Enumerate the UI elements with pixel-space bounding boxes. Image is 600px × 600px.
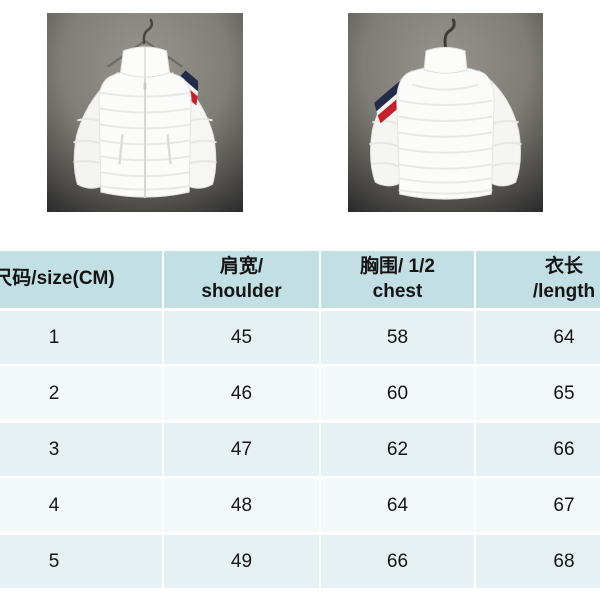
table-row: 4 48 64 67 (0, 479, 600, 532)
chest-cell: 66 (321, 535, 474, 588)
sleeve-quilt-seams (369, 119, 522, 168)
header-length: 衣长 /length (476, 251, 600, 308)
chest-cell: 64 (321, 479, 474, 532)
size-table-header-row: 尺码/size(CM) 肩宽/ shoulder 胸围/ 1/2 chest 衣… (0, 251, 600, 308)
chest-cell: 60 (321, 367, 474, 420)
table-row: 2 46 60 65 (0, 367, 600, 420)
shoulder-cell: 46 (164, 367, 319, 420)
size-cell: 4 (0, 479, 162, 532)
table-row: 1 45 58 64 (0, 311, 600, 364)
chest-cell: 58 (321, 311, 474, 364)
jacket-back-body (396, 65, 495, 200)
body-quilt-seams (398, 99, 493, 195)
hanger-hook (142, 18, 154, 45)
chest-cell: 62 (321, 423, 474, 476)
header-chest-en: chest (372, 280, 423, 302)
size-cell: 2 (0, 367, 162, 420)
sleeve-quilt-seams (73, 117, 217, 166)
shoulder-cell: 49 (164, 535, 319, 588)
size-cell: 1 (0, 311, 162, 364)
size-table: 尺码/size(CM) 肩宽/ shoulder 胸围/ 1/2 chest 衣… (0, 248, 600, 591)
header-length-en: /length (532, 280, 596, 302)
header-size: 尺码/size(CM) (0, 251, 162, 308)
length-cell: 65 (476, 367, 600, 420)
length-cell: 64 (476, 311, 600, 364)
shoulder-cell: 47 (164, 423, 319, 476)
header-shoulder-zh: 肩宽/ (219, 256, 264, 278)
table-row: 5 49 66 68 (0, 535, 600, 588)
hanger-hook (443, 18, 456, 49)
header-chest-zh: 胸围/ 1/2 (360, 256, 435, 278)
shoulder-cell: 48 (164, 479, 319, 532)
yoke-seam (412, 83, 479, 91)
jacket-back-photo (348, 13, 543, 212)
length-cell: 68 (476, 535, 600, 588)
shoulder-cell: 45 (164, 311, 319, 364)
table-row: 3 47 62 66 (0, 423, 600, 476)
jacket-front-photo (47, 13, 243, 212)
header-chest: 胸围/ 1/2 chest (321, 251, 474, 308)
header-size-label: 尺码/size(CM) (0, 268, 115, 290)
header-shoulder: 肩宽/ shoulder (164, 251, 319, 308)
pockets (118, 134, 172, 165)
header-length-zh: 衣长 (544, 256, 583, 278)
size-cell: 3 (0, 423, 162, 476)
length-cell: 67 (476, 479, 600, 532)
length-cell: 66 (476, 423, 600, 476)
size-cell: 5 (0, 535, 162, 588)
jacket-front-illustration (47, 13, 243, 212)
jacket-back-illustration (348, 13, 543, 212)
header-shoulder-en: shoulder (201, 280, 282, 302)
collar (423, 46, 468, 74)
zipper-pull (143, 82, 147, 90)
